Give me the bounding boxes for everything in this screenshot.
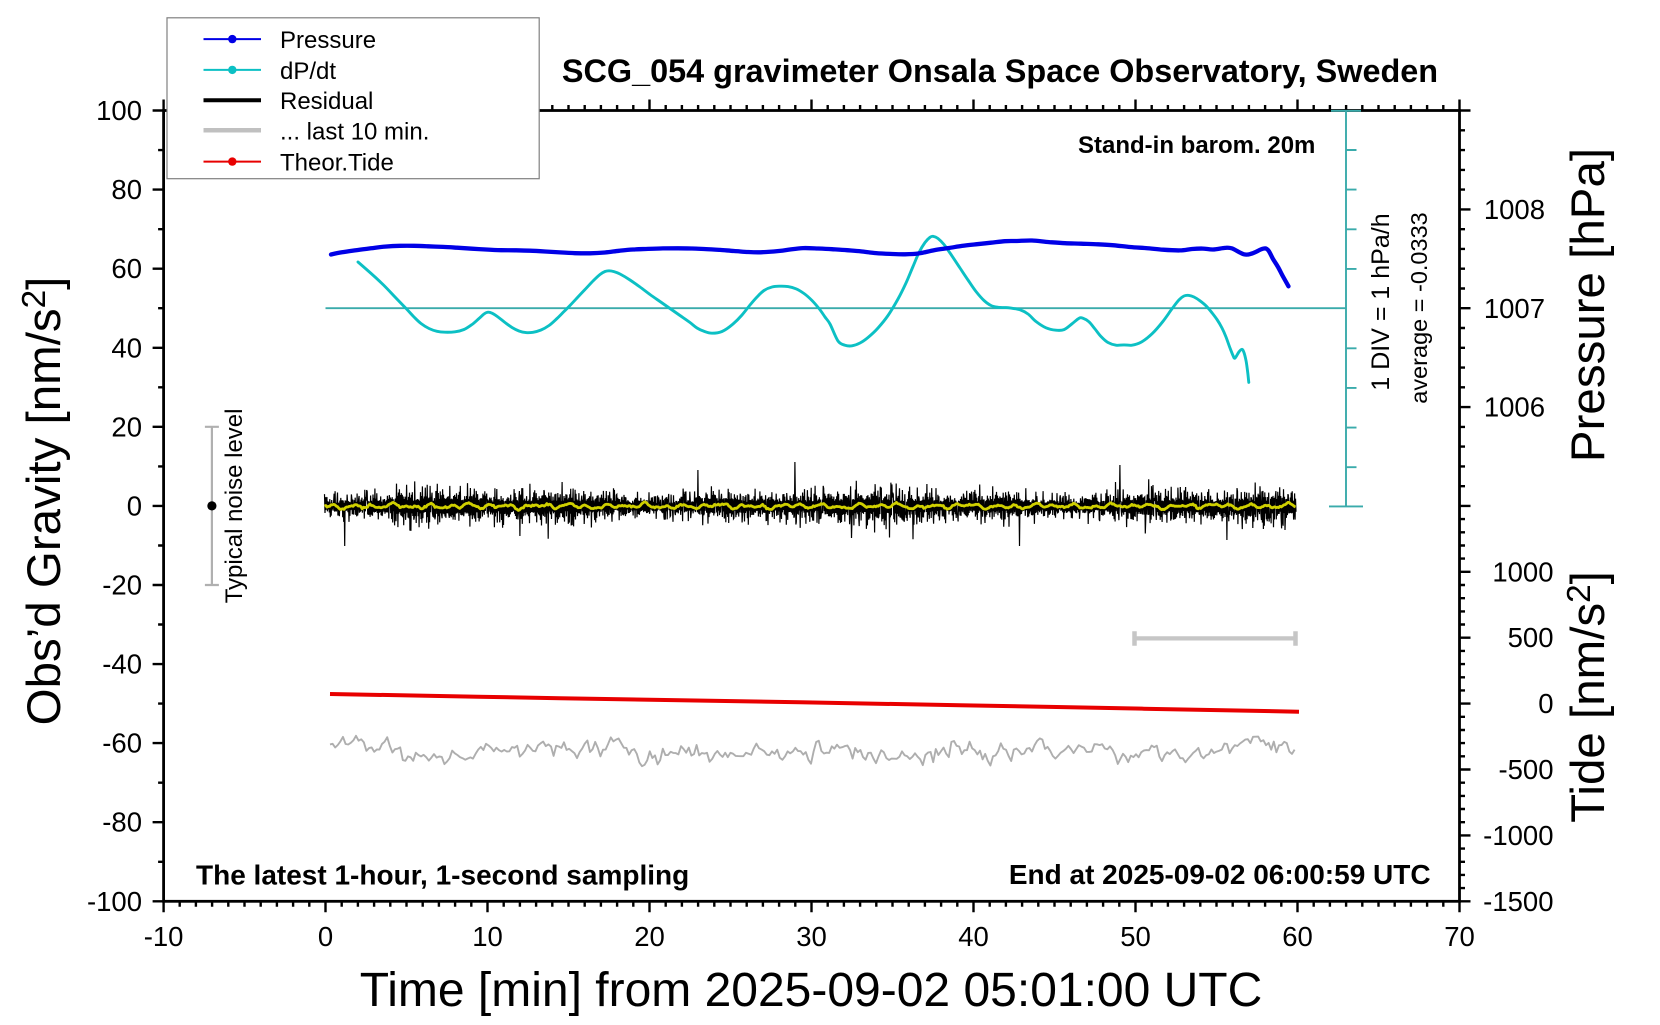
svg-text:-500: -500 (1498, 754, 1553, 785)
svg-text:10: 10 (472, 921, 503, 952)
svg-text:0: 0 (1538, 688, 1553, 719)
svg-text:-100: -100 (87, 886, 142, 917)
svg-text:0: 0 (127, 490, 142, 521)
svg-text:Tide [nm/s2]: Tide [nm/s2] (1561, 571, 1615, 823)
svg-text:20: 20 (111, 411, 142, 442)
svg-text:1 DIV = 1 hPa/h: 1 DIV = 1 hPa/h (1367, 213, 1395, 390)
svg-text:60: 60 (1282, 921, 1313, 952)
svg-text:... last 10 min.: ... last 10 min. (280, 118, 429, 145)
svg-text:20: 20 (634, 921, 665, 952)
svg-text:60: 60 (111, 253, 142, 284)
svg-text:100: 100 (96, 95, 142, 126)
svg-text:Stand-in barom. 20m: Stand-in barom. 20m (1078, 132, 1315, 159)
svg-text:average = -0.0333: average = -0.0333 (1406, 212, 1432, 403)
svg-text:The latest 1-hour, 1-second sa: The latest 1-hour, 1-second sampling (196, 860, 689, 891)
svg-text:1007: 1007 (1484, 293, 1545, 324)
svg-text:Pressure: Pressure (280, 27, 376, 54)
svg-text:70: 70 (1444, 921, 1475, 952)
svg-text:0: 0 (318, 921, 333, 952)
svg-text:-60: -60 (102, 728, 142, 759)
svg-text:-10: -10 (144, 921, 184, 952)
svg-text:1000: 1000 (1492, 556, 1553, 587)
svg-text:Theor.Tide: Theor.Tide (280, 150, 394, 177)
svg-text:Time [min] from 2025-09-02 05:: Time [min] from 2025-09-02 05:01:00 UTC (360, 964, 1263, 1017)
svg-text:40: 40 (958, 921, 989, 952)
svg-text:dP/dt: dP/dt (280, 58, 336, 85)
svg-text:-40: -40 (102, 649, 142, 680)
svg-text:Typical noise level: Typical noise level (221, 409, 248, 604)
svg-text:Obs’d Gravity [nm/s2]: Obs’d Gravity [nm/s2] (16, 277, 71, 726)
svg-text:500: 500 (1508, 622, 1554, 653)
svg-text:-20: -20 (102, 570, 142, 601)
svg-text:End at 2025-09-02 06:00:59 UTC: End at 2025-09-02 06:00:59 UTC (1009, 859, 1431, 890)
svg-text:40: 40 (111, 332, 142, 363)
svg-text:50: 50 (1120, 921, 1151, 952)
svg-text:1006: 1006 (1484, 392, 1545, 423)
svg-text:-1500: -1500 (1483, 886, 1553, 917)
svg-text:-80: -80 (102, 807, 142, 838)
svg-text:80: 80 (111, 174, 142, 205)
svg-text:1008: 1008 (1484, 194, 1545, 225)
svg-text:Pressure [hPa]: Pressure [hPa] (1562, 148, 1615, 462)
svg-text:Residual: Residual (280, 88, 373, 115)
svg-text:30: 30 (796, 921, 827, 952)
svg-text:SCG_054 gravimeter Onsala Spac: SCG_054 gravimeter Onsala Space Observat… (562, 53, 1438, 89)
svg-text:-1000: -1000 (1483, 820, 1553, 851)
